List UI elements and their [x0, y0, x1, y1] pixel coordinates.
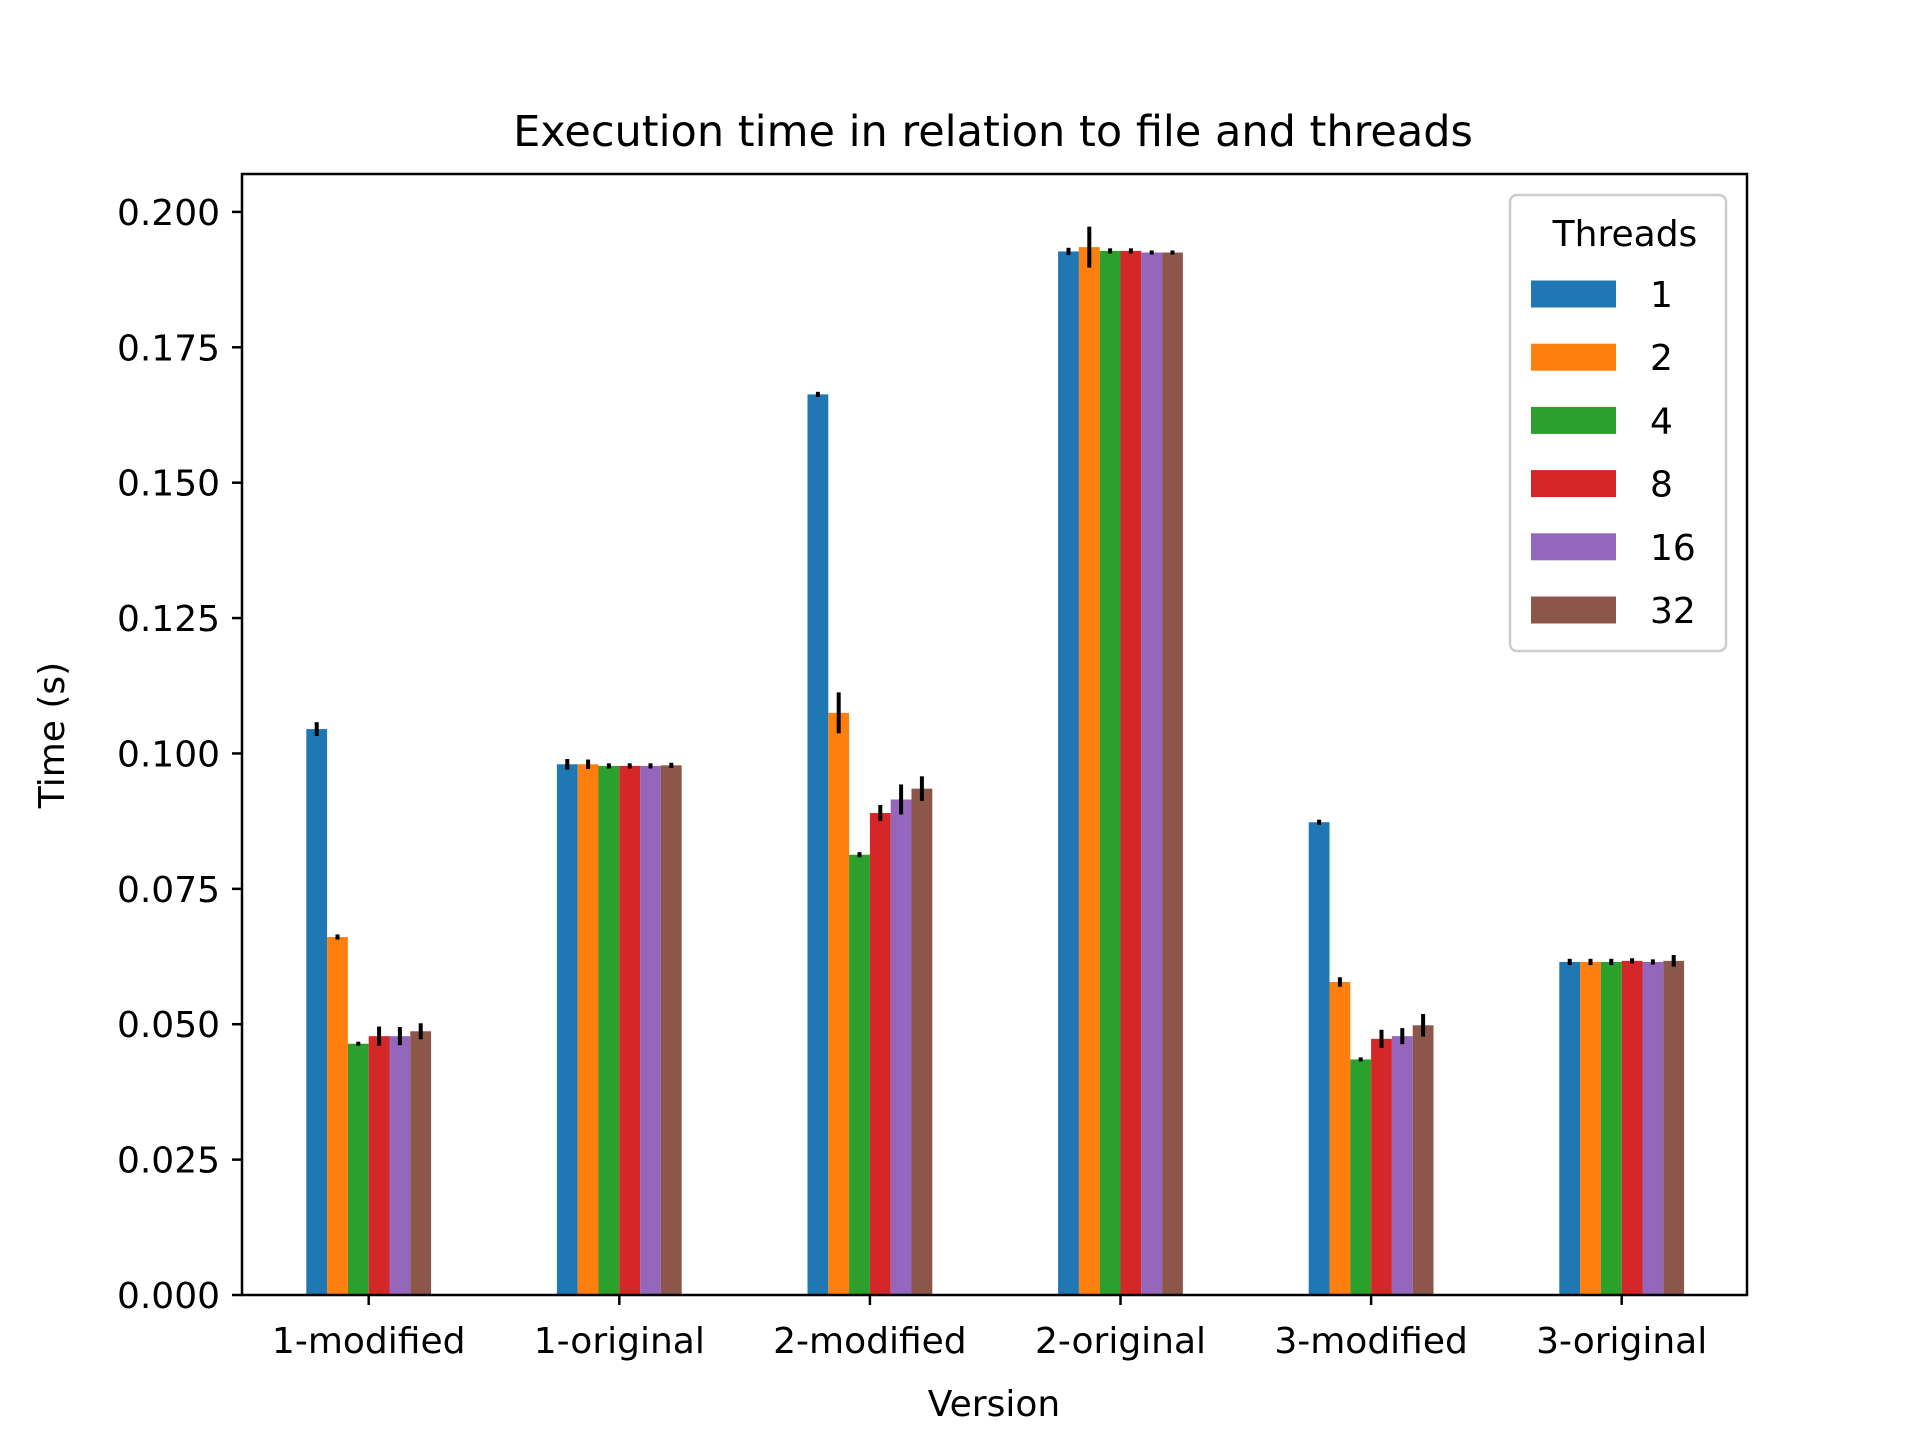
bar-2-original-threads-1 — [1058, 251, 1079, 1296]
error-bars-group — [314, 226, 1676, 1062]
bar-1-original-threads-4 — [598, 765, 620, 1295]
bar-1-modified-threads-1 — [306, 729, 328, 1295]
legend-swatch-threads-1 — [1531, 280, 1616, 308]
y-axis-title: Time (s) — [32, 662, 73, 809]
y-tick-label: 0.050 — [117, 1005, 220, 1046]
bar-3-modified-threads-16 — [1391, 1036, 1413, 1295]
bar-3-modified-threads-4 — [1350, 1059, 1372, 1295]
x-tick-label: 2-modified — [773, 1321, 967, 1362]
bar-3-original-threads-32 — [1663, 960, 1685, 1295]
legend-swatch-threads-8 — [1531, 470, 1616, 498]
x-axis: 1-modified 1-original 2-modified 2-original… — [272, 1295, 1707, 1362]
bar-2-modified-threads-4 — [849, 854, 870, 1295]
legend-swatch-threads-32 — [1531, 596, 1616, 624]
y-tick-label: 0.125 — [117, 599, 220, 640]
bar-1-modified-threads-4 — [347, 1043, 369, 1295]
legend-label-threads-2: 2 — [1650, 338, 1673, 379]
bar-3-modified-threads-2 — [1329, 981, 1351, 1295]
bar-1-original-threads-16 — [640, 765, 661, 1295]
x-tick-label: 2-original — [1035, 1321, 1206, 1362]
legend-items: 1 2 4 8 16 32 — [1531, 275, 1696, 632]
chart-title: Execution time in relation to file and t… — [513, 107, 1473, 157]
bar-1-modified-threads-2 — [327, 937, 348, 1295]
bar-2-original-threads-16 — [1141, 252, 1163, 1295]
legend-label-threads-8: 8 — [1650, 465, 1673, 506]
bar-3-original-threads-16 — [1642, 961, 1664, 1295]
bar-2-modified-threads-8 — [869, 813, 891, 1295]
legend-label-threads-32: 32 — [1650, 591, 1696, 632]
bar-2-modified-threads-2 — [828, 712, 850, 1295]
plot-frame — [240, 172, 1749, 1297]
bar-1-original-threads-8 — [619, 765, 641, 1295]
bar-3-original-threads-4 — [1600, 961, 1622, 1295]
legend-title: Threads — [1552, 214, 1698, 255]
bar-3-original-threads-2 — [1580, 961, 1601, 1295]
y-tick-label: 0.150 — [117, 464, 220, 505]
y-tick-label: 0.025 — [117, 1141, 220, 1182]
x-axis-title: Version — [928, 1384, 1060, 1425]
bar-1-original-threads-1 — [556, 764, 578, 1295]
bar-2-modified-threads-1 — [807, 394, 829, 1295]
y-tick-label: 0.175 — [117, 328, 220, 369]
x-tick-label: 1-original — [534, 1321, 705, 1362]
y-tick-label: 0.000 — [117, 1276, 220, 1317]
bar-3-original-threads-8 — [1621, 960, 1643, 1295]
legend-label-threads-16: 16 — [1650, 528, 1696, 569]
x-tick-label: 3-original — [1536, 1321, 1707, 1362]
bar-3-modified-threads-8 — [1371, 1038, 1392, 1295]
legend: Threads 1 2 4 8 16 32 — [1508, 193, 1728, 653]
bar-2-original-threads-2 — [1078, 247, 1100, 1296]
bar-2-modified-threads-16 — [890, 799, 912, 1295]
bar-1-original-threads-32 — [660, 765, 682, 1295]
bar-1-modified-threads-16 — [389, 1036, 411, 1295]
y-tick-label: 0.100 — [117, 734, 220, 775]
bar-2-original-threads-8 — [1120, 250, 1142, 1295]
legend-swatch-threads-2 — [1531, 343, 1616, 371]
bar-2-original-threads-32 — [1162, 252, 1183, 1295]
bar-1-original-threads-2 — [577, 764, 599, 1295]
legend-swatch-threads-4 — [1531, 406, 1616, 434]
y-tick-label: 0.200 — [117, 193, 220, 234]
bars-group — [306, 247, 1685, 1296]
bar-1-modified-threads-8 — [368, 1036, 390, 1295]
y-axis: 0.000 0.025 0.050 0.075 0.100 0.125 0.150 0.175… — [117, 193, 242, 1317]
bar-3-modified-threads-1 — [1308, 822, 1330, 1295]
legend-swatch-threads-16 — [1531, 533, 1616, 561]
y-tick-label: 0.075 — [117, 870, 220, 911]
x-tick-label: 1-modified — [272, 1321, 466, 1362]
legend-label-threads-4: 4 — [1650, 401, 1673, 442]
bar-1-modified-threads-32 — [410, 1031, 432, 1295]
bar-2-modified-threads-32 — [911, 788, 933, 1295]
bar-2-original-threads-4 — [1099, 250, 1121, 1295]
bar-3-modified-threads-32 — [1412, 1025, 1434, 1295]
x-tick-label: 3-modified — [1274, 1321, 1468, 1362]
bar-3-original-threads-1 — [1559, 961, 1581, 1295]
legend-label-threads-1: 1 — [1650, 275, 1673, 316]
